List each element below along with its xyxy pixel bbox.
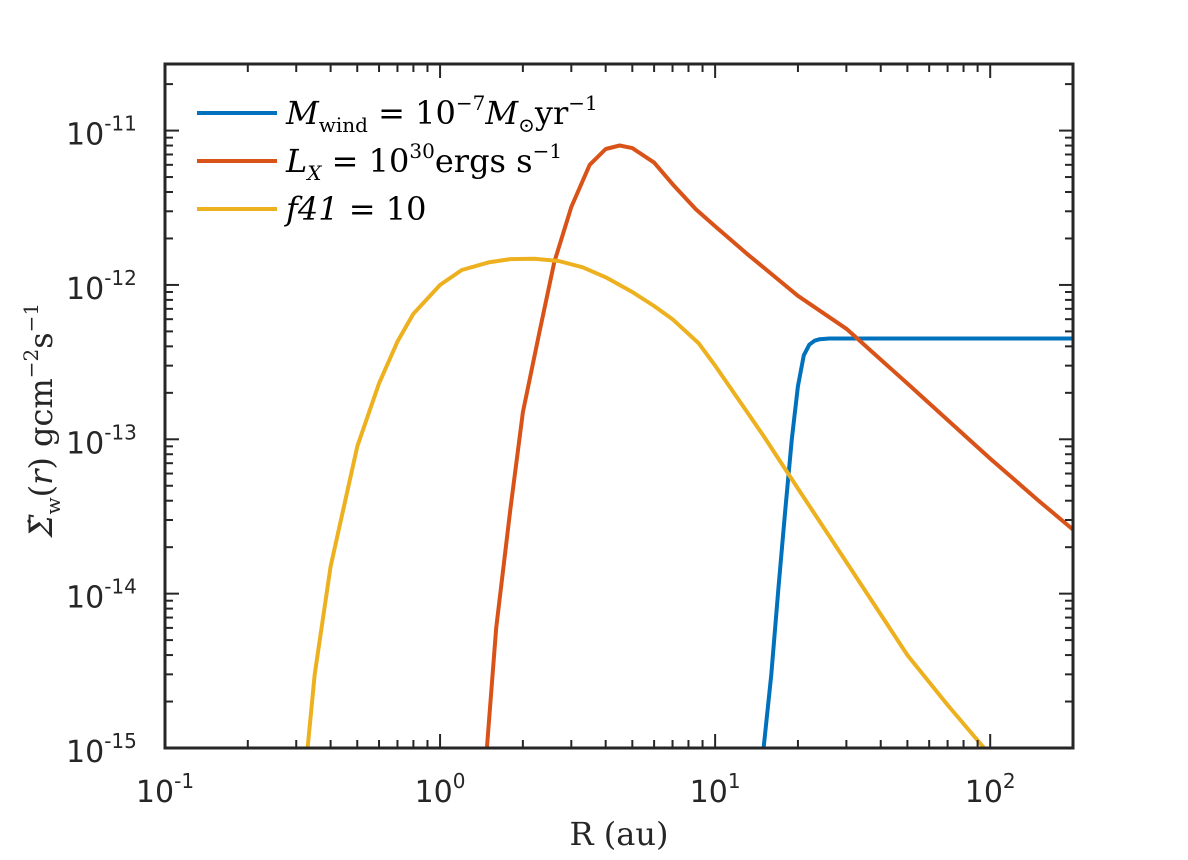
y-tick-label: 10-12 — [66, 266, 137, 307]
series-layer — [305, 143, 1075, 750]
legend: Mwind = 10−7M⊙yr−1LX = 1030ergs s−1 f41 =… — [197, 91, 598, 228]
legend-label: f41 = 10 — [284, 190, 426, 228]
y-tick-label: 10-15 — [66, 729, 137, 770]
legend-label: LX = 1030ergs s−1 — [285, 139, 562, 185]
legend-entry-2: LX = 1030ergs s−1 — [197, 139, 562, 185]
x-tick-labels: 10-1 100 101 102 — [136, 769, 1016, 810]
x-axis-label: R (au) — [570, 815, 669, 853]
y-tick-label: 10-11 — [66, 112, 137, 153]
x-tick-label: 102 — [965, 769, 1016, 810]
svg-text:Σ̇w(r) gcm−2s−1: Σ̇w(r) gcm−2s−1 — [19, 303, 65, 538]
plot-area — [163, 62, 1075, 750]
legend-entry-1: Mwind = 10−7M⊙yr−1 — [197, 91, 598, 137]
y-tick-label: 10-13 — [66, 420, 137, 461]
y-axis-label: Σ̇w(r) gcm−2s−1 — [19, 303, 65, 538]
series-line-2 — [484, 143, 1075, 749]
legend-entry-3: f41 = 10 — [197, 190, 426, 228]
x-tick-label: 100 — [415, 769, 466, 810]
legend-label: Mwind = 10−7M⊙yr−1 — [285, 91, 598, 137]
series-line-1 — [761, 336, 1073, 749]
axes-box — [163, 62, 1075, 750]
x-tick-label: 101 — [690, 769, 741, 810]
y-tick-label: 10-14 — [66, 575, 137, 616]
y-tick-labels: 10-11 10-12 10-13 10-14 10-15 — [66, 112, 137, 770]
x-tick-label: 10-1 — [136, 769, 194, 810]
series-line-3 — [305, 256, 986, 750]
